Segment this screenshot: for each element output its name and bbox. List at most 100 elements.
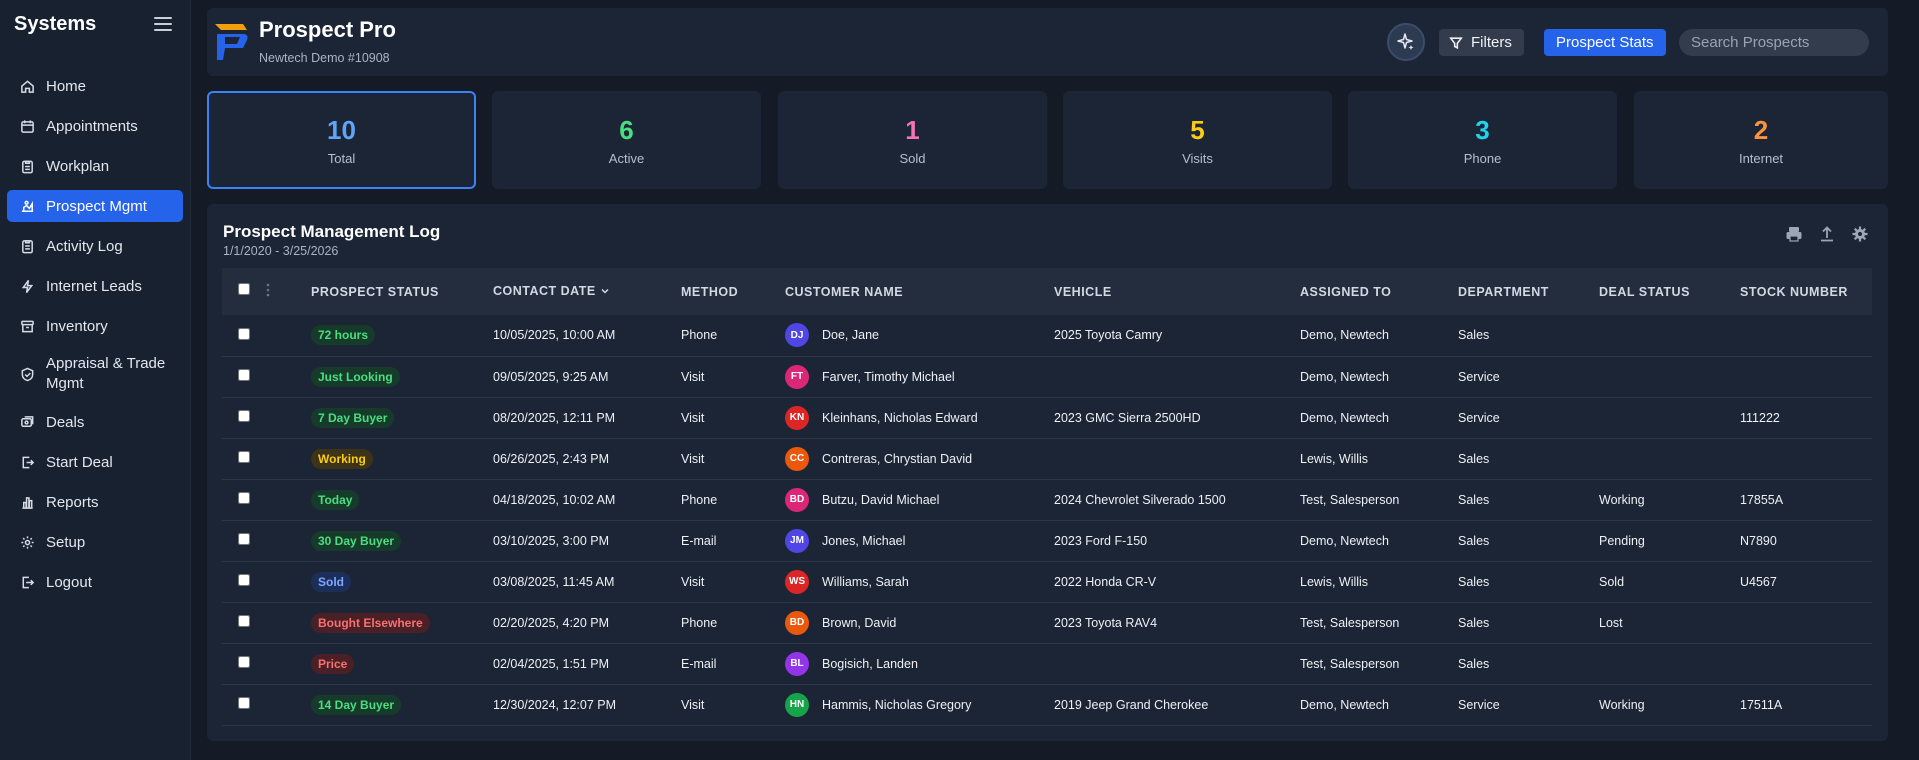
deal-status-cell: Working	[1599, 492, 1645, 507]
department-cell: Sales	[1458, 574, 1490, 589]
customer-name[interactable]: Farver, Timothy Michael	[822, 369, 955, 384]
sidebar-item-workplan[interactable]: Workplan	[7, 150, 183, 182]
export-upload-icon[interactable]	[1817, 224, 1837, 244]
stat-card-sold[interactable]: 1 Sold	[778, 91, 1047, 189]
prospect-stats-button[interactable]: Prospect Stats	[1544, 29, 1666, 56]
customer-name[interactable]: Butzu, David Michael	[822, 492, 940, 507]
sidebar-item-prospect-mgmt[interactable]: Prospect Mgmt	[7, 190, 183, 222]
select-all-checkbox[interactable]	[238, 282, 250, 295]
print-icon[interactable]	[1784, 224, 1804, 244]
sidebar-item-start-deal[interactable]: Start Deal	[7, 446, 183, 478]
table-row[interactable]: 7 Day Buyer 08/20/2025, 12:11 PM Visit KN Kl…	[222, 397, 1872, 438]
row-checkbox[interactable]	[238, 327, 250, 340]
clipboard-icon	[19, 158, 35, 174]
avatar: JM	[785, 528, 809, 553]
column-header-assigned-to[interactable]: Assigned To	[1300, 284, 1392, 299]
column-options-icon[interactable]	[266, 283, 270, 300]
sidebar-item-reports[interactable]: Reports	[7, 486, 183, 518]
row-checkbox[interactable]	[238, 451, 250, 463]
stat-card-phone[interactable]: 3 Phone	[1348, 91, 1617, 189]
column-header-stock-number[interactable]: Stock Number	[1740, 284, 1848, 299]
column-header-customer-name[interactable]: Customer Name	[785, 284, 904, 299]
ai-sparkle-button[interactable]	[1387, 23, 1425, 61]
stat-card-visits[interactable]: 5 Visits	[1063, 91, 1332, 189]
row-checkbox[interactable]	[238, 410, 250, 422]
row-select-cell	[222, 520, 311, 561]
customer-name-cell: DJ Doe, Jane	[785, 315, 1054, 356]
stat-card-internet[interactable]: 2 Internet	[1634, 91, 1888, 189]
row-select-cell	[222, 438, 311, 479]
stat-label: Sold	[899, 150, 926, 166]
sidebar-nav: Home Appointments Workplan Prospect Mgmt…	[0, 48, 190, 598]
calendar-icon	[19, 118, 35, 134]
stat-card-total[interactable]: 10 Total	[207, 91, 476, 189]
table-row[interactable]: 30 Day Buyer 03/10/2025, 3:00 PM E-mail JM J…	[222, 520, 1872, 561]
column-header-contact-date[interactable]: Contact Date	[493, 268, 681, 315]
prospect-status-cell: Today	[311, 479, 493, 520]
settings-gear-icon[interactable]	[1850, 224, 1870, 244]
sidebar-item-home[interactable]: Home	[7, 70, 183, 102]
customer-name[interactable]: Williams, Sarah	[822, 574, 909, 589]
vehicle-cell	[1054, 643, 1300, 684]
stat-card-active[interactable]: 6 Active	[492, 91, 761, 189]
vehicle-cell: 2023 GMC Sierra 2500HD	[1054, 410, 1201, 425]
status-badge: 30 Day Buyer	[311, 530, 402, 551]
sidebar-item-logout[interactable]: Logout	[7, 566, 183, 598]
avatar: DJ	[785, 323, 809, 348]
table-row[interactable]: Today 04/18/2025, 10:02 AM Phone BD Butzu, D…	[222, 479, 1872, 520]
sidebar-item-setup[interactable]: Setup	[7, 526, 183, 558]
sidebar-item-activity-log[interactable]: Activity Log	[7, 230, 183, 262]
stock-number-cell: 111222	[1740, 410, 1780, 425]
contact-date-cell: 03/08/2025, 11:45 AM	[493, 574, 615, 589]
sidebar-item-internet-leads[interactable]: Internet Leads	[7, 270, 183, 302]
filters-button[interactable]: Filters	[1439, 29, 1524, 56]
row-checkbox[interactable]	[238, 369, 250, 381]
row-checkbox[interactable]	[238, 697, 250, 709]
row-select-cell	[222, 643, 311, 684]
assigned-to-cell: Lewis, Willis	[1300, 451, 1369, 466]
customer-name[interactable]: Jones, Michael	[822, 533, 906, 548]
customer-name[interactable]: Hammis, Nicholas Gregory	[822, 697, 972, 712]
customer-name[interactable]: Bogisich, Landen	[822, 656, 918, 671]
logout-icon	[19, 574, 35, 590]
customer-name[interactable]: Kleinhans, Nicholas Edward	[822, 410, 978, 425]
row-select-cell	[222, 479, 311, 520]
column-header-department[interactable]: Department	[1458, 284, 1549, 299]
sidebar-item-deals[interactable]: Deals	[7, 406, 183, 438]
department-cell: Service	[1458, 410, 1500, 425]
column-header-vehicle[interactable]: Vehicle	[1054, 284, 1112, 299]
hamburger-menu-icon[interactable]	[154, 17, 172, 31]
sidebar-item-label: Deals	[46, 413, 85, 431]
search-prospects-input[interactable]	[1679, 29, 1869, 56]
customer-name[interactable]: Brown, David	[822, 615, 897, 630]
column-header-deal-status[interactable]: Deal Status	[1599, 284, 1690, 299]
archive-icon	[19, 318, 35, 334]
prospect-log-panel: Prospect Management Log 1/1/2020 - 3/25/…	[207, 204, 1888, 741]
select-all-header	[222, 268, 311, 315]
row-checkbox[interactable]	[238, 656, 250, 668]
table-row[interactable]: Price 02/04/2025, 1:51 PM E-mail BL Bogisich…	[222, 643, 1872, 684]
table-row[interactable]: 14 Day Buyer 12/30/2024, 12:07 PM Visit HN H…	[222, 684, 1872, 725]
vehicle-cell: 2019 Jeep Grand Cherokee	[1054, 697, 1209, 712]
column-header-method[interactable]: Method	[681, 284, 739, 299]
row-checkbox[interactable]	[238, 574, 250, 586]
customer-name[interactable]: Contreras, Chrystian David	[822, 451, 973, 466]
sidebar-item-appointments[interactable]: Appointments	[7, 110, 183, 142]
table-row[interactable]: Bought Elsewhere 02/20/2025, 4:20 PM Phone…	[222, 602, 1872, 643]
stock-number-cell: 17855A	[1740, 492, 1784, 507]
customer-name[interactable]: Doe, Jane	[822, 328, 879, 343]
sidebar-item-label: Appraisal & Trade Mgmt	[46, 355, 166, 392]
sidebar-item-appraisal-trade[interactable]: Appraisal & Trade Mgmt	[7, 350, 183, 398]
sidebar-item-inventory[interactable]: Inventory	[7, 310, 183, 342]
assigned-to-cell: Lewis, Willis	[1300, 574, 1369, 589]
row-checkbox[interactable]	[238, 533, 250, 545]
status-badge: Today	[311, 489, 360, 510]
table-row[interactable]: 72 hours 10/05/2025, 10:00 AM Phone DJ Doe, …	[222, 315, 1872, 356]
table-row[interactable]: Working 06/26/2025, 2:43 PM Visit CC Contrer…	[222, 438, 1872, 479]
table-row[interactable]: Just Looking 09/05/2025, 9:25 AM Visit FT Fa…	[222, 356, 1872, 397]
row-checkbox[interactable]	[238, 615, 250, 627]
table-row[interactable]: Sold 03/08/2025, 11:45 AM Visit WS Williams,…	[222, 561, 1872, 602]
column-header-prospect-status[interactable]: Prospect Status	[311, 284, 439, 299]
row-checkbox[interactable]	[238, 492, 250, 504]
stat-value: 6	[619, 114, 634, 145]
